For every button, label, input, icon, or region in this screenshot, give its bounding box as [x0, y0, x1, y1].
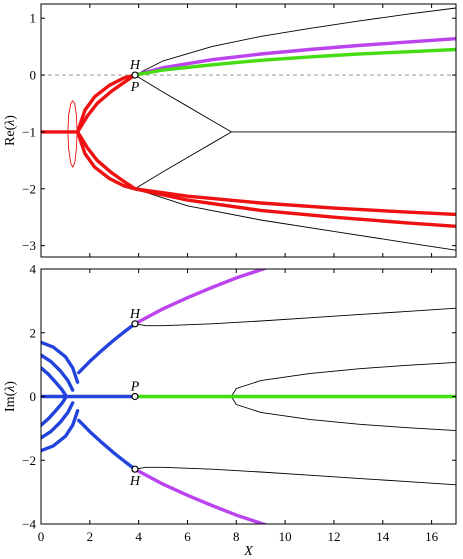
branch-red-8: [133, 187, 456, 217]
y-tick-label: 1: [30, 11, 37, 26]
x-tick-label: 10: [279, 529, 292, 544]
branch-blue-11: [41, 340, 80, 384]
y-tick-label: 0: [30, 389, 37, 404]
branch-blue-14: [41, 401, 75, 440]
branch-black-1: [134, 466, 456, 486]
y-tick-label: −1: [22, 124, 36, 139]
y-axis-label: Im(λ): [3, 381, 18, 412]
point-annotation-H: H: [129, 307, 141, 322]
branch-black-1: [134, 74, 232, 133]
bifurcation-point-marker: [131, 320, 139, 328]
bifurcation-point-marker: [131, 392, 139, 401]
branch-red-14: [75, 130, 137, 191]
branch-blue-12: [41, 409, 80, 453]
branch-green-7: [133, 47, 456, 77]
branch-black-0: [134, 307, 456, 327]
branch-red-11: [75, 73, 137, 134]
branch-blue-15: [41, 366, 68, 397]
branch-blue-10: [77, 418, 137, 471]
branch-purple-5: [133, 269, 269, 326]
imaginary-part-panel: 0 2 4 6 8 10 12 14 16 4 2 0 −2 −4 Im(λ) X H P H: [3, 262, 457, 559]
x-tick-label: 0: [38, 529, 45, 544]
x-tick-label: 14: [376, 529, 390, 544]
series-group: [41, 7, 456, 251]
branch-purple-6: [133, 37, 456, 77]
bifurcation-point-marker: [131, 71, 139, 79]
point-annotation-P: P: [130, 80, 140, 95]
y-tick-label: −3: [22, 238, 36, 253]
y-tick-label: 0: [30, 68, 37, 83]
plot-frame: [40, 3, 457, 258]
branch-red-9: [133, 187, 456, 229]
point-annotation-P: P: [130, 380, 140, 395]
y-tick-label: −2: [22, 453, 36, 468]
x-tick-label: 12: [327, 529, 340, 544]
branch-black-2: [134, 131, 232, 190]
branch-purple-6: [133, 467, 269, 524]
x-tick-label: 8: [233, 529, 240, 544]
x-tick-label: 2: [87, 529, 94, 544]
branch-black-3: [230, 396, 456, 432]
branch-red-13: [75, 130, 137, 191]
series-group: [41, 269, 456, 524]
branch-black-0: [134, 7, 456, 76]
branch-blue-13: [41, 353, 75, 392]
y-tick-label: −2: [22, 181, 36, 196]
y-tick-label: −4: [22, 517, 36, 532]
branch-blue-9: [77, 322, 137, 375]
y-axis-label: Re(λ): [3, 115, 18, 146]
branch-black-2: [230, 361, 456, 397]
x-tick-label: 4: [135, 529, 142, 544]
branch-black-4: [134, 188, 456, 251]
x-tick-label: 16: [425, 529, 439, 544]
point-annotation-H: H: [129, 58, 141, 73]
real-part-panel: 1 0 −1 −2 −3 Re(λ) HP: [3, 3, 457, 258]
point-annotation-H: H: [129, 474, 141, 489]
bifurcation-point-marker: [131, 465, 139, 473]
branch-red-5: [67, 100, 78, 168]
branch-red-12: [75, 73, 137, 134]
x-axis-label: X: [243, 544, 253, 559]
x-tick-label: 6: [184, 529, 191, 544]
y-tick-label: 2: [30, 325, 37, 340]
y-tick-label: 4: [30, 262, 37, 277]
branch-blue-16: [41, 396, 68, 427]
